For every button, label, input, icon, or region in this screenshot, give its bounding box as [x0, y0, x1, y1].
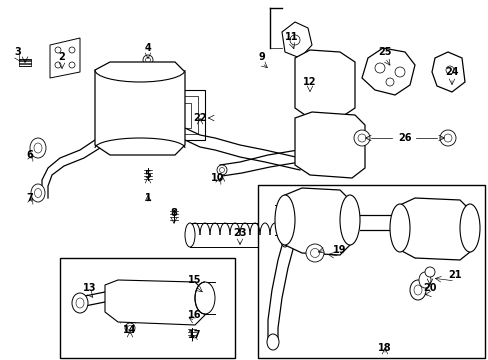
- Text: 24: 24: [445, 67, 458, 77]
- Text: 9: 9: [258, 52, 265, 62]
- Polygon shape: [105, 280, 204, 325]
- Circle shape: [424, 267, 434, 277]
- Text: 13: 13: [83, 283, 97, 293]
- Text: 14: 14: [123, 325, 137, 335]
- Text: 19: 19: [332, 245, 346, 255]
- Text: 26: 26: [397, 133, 411, 143]
- Text: 1: 1: [144, 193, 151, 203]
- Text: 20: 20: [423, 283, 436, 293]
- Ellipse shape: [339, 195, 359, 245]
- Text: 16: 16: [188, 310, 202, 320]
- Ellipse shape: [266, 334, 279, 350]
- Ellipse shape: [72, 293, 88, 313]
- Text: 22: 22: [193, 113, 206, 123]
- Text: 10: 10: [211, 173, 224, 183]
- Bar: [177, 103, 191, 128]
- Circle shape: [217, 165, 226, 175]
- Ellipse shape: [280, 223, 289, 247]
- Text: 2: 2: [59, 52, 65, 62]
- Bar: [258, 185, 484, 358]
- Text: 7: 7: [26, 193, 33, 203]
- Text: 23: 23: [233, 228, 246, 238]
- Text: 8: 8: [170, 208, 177, 218]
- Circle shape: [142, 55, 153, 65]
- Bar: [170, 96, 198, 134]
- Ellipse shape: [389, 204, 409, 252]
- Ellipse shape: [184, 223, 195, 247]
- Ellipse shape: [274, 195, 294, 245]
- Text: 11: 11: [285, 32, 298, 42]
- Polygon shape: [50, 38, 80, 78]
- Circle shape: [173, 310, 183, 320]
- Ellipse shape: [30, 138, 46, 158]
- Ellipse shape: [439, 130, 455, 146]
- Polygon shape: [399, 198, 469, 260]
- Polygon shape: [361, 48, 414, 95]
- Polygon shape: [95, 62, 184, 155]
- Polygon shape: [294, 112, 364, 178]
- Text: 17: 17: [188, 330, 202, 340]
- Polygon shape: [431, 52, 464, 92]
- Text: 18: 18: [377, 343, 391, 353]
- Ellipse shape: [409, 280, 425, 300]
- Ellipse shape: [353, 130, 369, 146]
- Circle shape: [125, 323, 135, 333]
- Text: 5: 5: [144, 170, 151, 180]
- Polygon shape: [285, 188, 349, 255]
- Text: 3: 3: [15, 47, 21, 57]
- Text: 6: 6: [26, 150, 33, 160]
- Ellipse shape: [31, 184, 45, 202]
- Text: 12: 12: [303, 77, 316, 87]
- Text: 25: 25: [378, 47, 391, 57]
- Text: 15: 15: [188, 275, 202, 285]
- Bar: [19, 58, 31, 66]
- Ellipse shape: [418, 272, 430, 288]
- Bar: [163, 90, 204, 140]
- Ellipse shape: [195, 282, 215, 314]
- Polygon shape: [294, 50, 354, 118]
- Text: 4: 4: [144, 43, 151, 53]
- Ellipse shape: [459, 204, 479, 252]
- Ellipse shape: [305, 244, 324, 262]
- Polygon shape: [282, 22, 311, 58]
- Text: 21: 21: [447, 270, 461, 280]
- Bar: [60, 258, 235, 358]
